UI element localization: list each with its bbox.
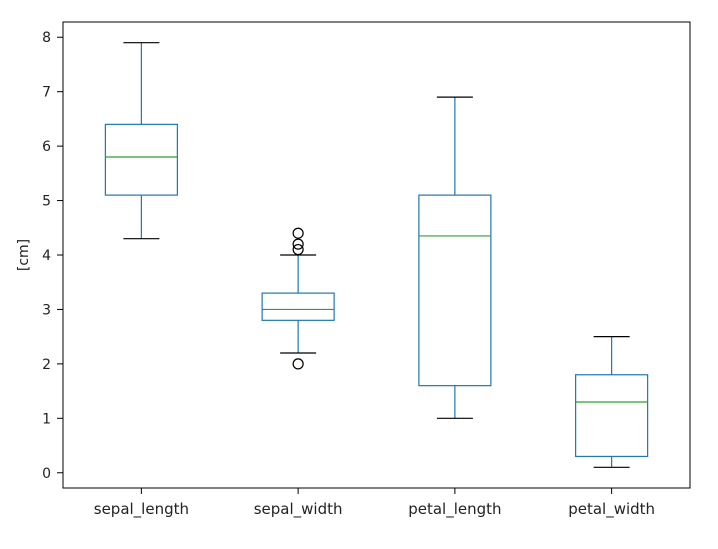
iqr-box: [104, 123, 178, 196]
x-tick-label: petal_length: [408, 500, 501, 519]
outlier-point: [292, 243, 304, 256]
y-tick-label: 4: [42, 248, 51, 264]
y-axis-label: [cm]: [16, 239, 32, 271]
y-tick-label: 7: [42, 85, 51, 101]
y-tick-label: 0: [42, 466, 51, 482]
iqr-box: [575, 374, 649, 458]
y-tick-label: 3: [42, 302, 51, 318]
y-tick-label: 1: [42, 411, 51, 427]
y-tick-label: 2: [42, 357, 51, 373]
iqr-box: [418, 194, 492, 387]
plot-frame: [62, 21, 691, 489]
y-tick-label: 8: [42, 30, 51, 46]
outlier-point: [292, 238, 304, 250]
x-tick-label: sepal_width: [254, 500, 343, 519]
y-tick-label: 6: [42, 139, 51, 155]
x-tick-label: petal_width: [568, 500, 655, 519]
x-tick-label: sepal_length: [94, 500, 189, 519]
iqr-box: [261, 292, 335, 321]
y-tick-label: 5: [42, 194, 51, 210]
outlier-point: [292, 227, 304, 239]
outlier-point: [292, 358, 304, 370]
